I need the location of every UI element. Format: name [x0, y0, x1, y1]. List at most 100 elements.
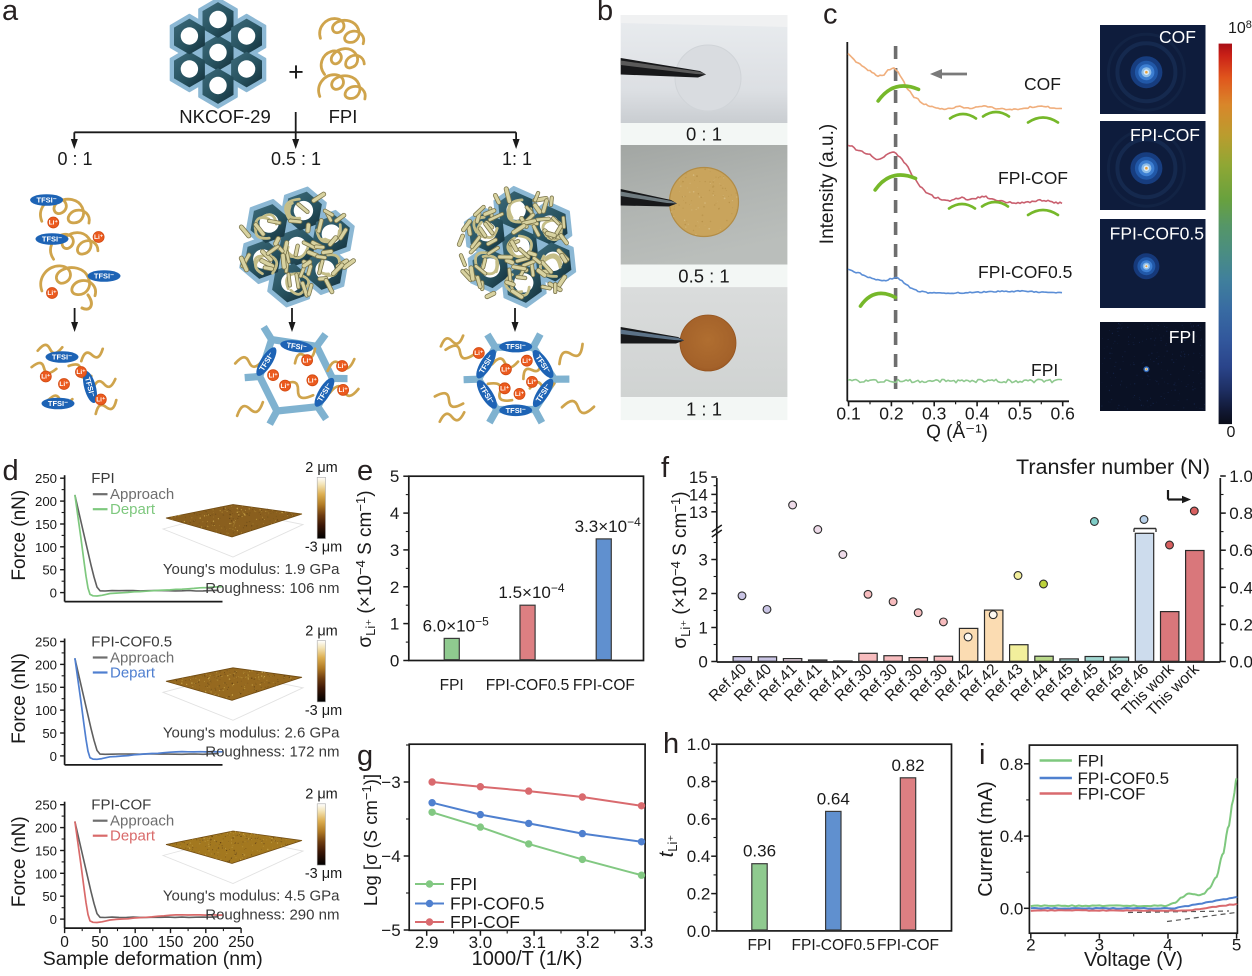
svg-text:FPI-COF0.5: FPI-COF0.5 [450, 893, 544, 913]
svg-text:Li⁺: Li⁺ [474, 350, 484, 357]
svg-text:0.2: 0.2 [1229, 615, 1252, 634]
svg-text:Voltage (V): Voltage (V) [1084, 949, 1183, 971]
svg-text:1000/T (1/K): 1000/T (1/K) [472, 948, 583, 970]
svg-text:0.1: 0.1 [836, 404, 860, 424]
svg-text:108: 108 [1228, 19, 1252, 37]
svg-text:Li⁺: Li⁺ [94, 234, 104, 241]
svg-text:150: 150 [158, 934, 184, 951]
svg-text:Depart: Depart [110, 828, 156, 845]
svg-text:200: 200 [35, 821, 57, 836]
svg-text:Li⁺: Li⁺ [308, 378, 318, 385]
svg-text:−5: −5 [381, 921, 400, 940]
svg-text:FPI: FPI [450, 874, 477, 894]
svg-text:−4: −4 [381, 847, 400, 866]
svg-text:Approach: Approach [110, 650, 174, 667]
svg-text:tLi⁺: tLi⁺ [656, 835, 680, 858]
svg-text:100: 100 [122, 934, 148, 951]
svg-text:250: 250 [35, 798, 57, 813]
svg-text:1.5×10−4: 1.5×10−4 [498, 581, 564, 602]
svg-text:Li⁺: Li⁺ [500, 386, 510, 393]
svg-text:b: b [597, 0, 613, 27]
svg-text:3.0: 3.0 [469, 933, 493, 952]
svg-text:Li⁺: Li⁺ [76, 369, 86, 376]
svg-text:200: 200 [35, 494, 57, 509]
svg-text:0: 0 [50, 749, 57, 764]
svg-text:2 μm: 2 μm [305, 460, 338, 476]
svg-text:FPI-COF: FPI-COF [91, 797, 151, 814]
svg-text:0.2: 0.2 [687, 885, 711, 904]
svg-text:FPI-COF0.5: FPI-COF0.5 [486, 677, 570, 694]
svg-text:TFSI⁻: TFSI⁻ [42, 235, 62, 244]
svg-text:2.9: 2.9 [415, 933, 439, 952]
svg-text:Sample deformation (nm): Sample deformation (nm) [43, 948, 263, 970]
svg-text:2 μm: 2 μm [305, 787, 338, 803]
svg-text:Li⁺: Li⁺ [47, 290, 57, 297]
svg-text:0 : 1: 0 : 1 [686, 124, 722, 145]
svg-text:NKCOF-29: NKCOF-29 [179, 106, 271, 127]
svg-text:COF: COF [1159, 27, 1196, 47]
svg-text:Li⁺: Li⁺ [96, 397, 106, 404]
svg-text:e: e [357, 455, 373, 487]
svg-text:50: 50 [42, 726, 57, 741]
svg-text:Roughness: 290 nm: Roughness: 290 nm [205, 907, 339, 924]
svg-text:FPI: FPI [91, 470, 114, 487]
svg-text:0.8: 0.8 [1229, 504, 1252, 523]
svg-text:σLi⁺ (×10−4 S cm−1): σLi⁺ (×10−4 S cm−1) [668, 491, 693, 648]
svg-text:Force (nN): Force (nN) [9, 816, 30, 907]
svg-text:0: 0 [60, 934, 69, 951]
svg-text:4: 4 [390, 504, 399, 523]
svg-text:5: 5 [1232, 936, 1241, 955]
svg-text:3.2: 3.2 [576, 933, 600, 952]
svg-text:FPI: FPI [1169, 327, 1196, 347]
svg-text:150: 150 [35, 844, 57, 859]
svg-text:h: h [663, 728, 679, 760]
svg-text:-3 μm: -3 μm [305, 540, 342, 556]
svg-text:FPI-COF0.5: FPI-COF0.5 [1078, 769, 1170, 788]
svg-text:TFSI⁻: TFSI⁻ [48, 399, 68, 408]
svg-text:3.3×10−4: 3.3×10−4 [575, 515, 641, 536]
svg-text:3: 3 [390, 541, 399, 560]
svg-text:Q (Å⁻¹): Q (Å⁻¹) [926, 422, 988, 443]
svg-text:4: 4 [1163, 936, 1172, 955]
svg-text:6.0×10−5: 6.0×10−5 [423, 614, 489, 635]
svg-text:0.5 : 1: 0.5 : 1 [271, 149, 321, 169]
svg-text:1.0: 1.0 [687, 735, 711, 754]
svg-text:Li⁺: Li⁺ [59, 381, 69, 388]
svg-text:0.6: 0.6 [1051, 404, 1075, 424]
svg-text:100: 100 [35, 703, 57, 718]
svg-text:+: + [288, 57, 304, 87]
svg-text:Li⁺: Li⁺ [522, 358, 532, 365]
svg-text:Li⁺: Li⁺ [49, 220, 59, 227]
svg-text:Young's modulus: 1.9 GPa: Young's modulus: 1.9 GPa [163, 561, 340, 578]
svg-text:0: 0 [390, 652, 399, 671]
svg-text:Li⁺: Li⁺ [338, 387, 348, 394]
svg-text:FPI-COF: FPI-COF [877, 937, 939, 954]
svg-text:Force (nN): Force (nN) [9, 653, 30, 744]
svg-text:FPI-COF: FPI-COF [998, 168, 1068, 188]
svg-text:d: d [3, 455, 19, 487]
svg-text:0.82: 0.82 [891, 756, 924, 775]
svg-text:Approach: Approach [110, 813, 174, 830]
svg-text:1 : 1: 1 : 1 [686, 399, 722, 420]
svg-text:FPI: FPI [747, 937, 771, 954]
svg-text:Li⁺: Li⁺ [527, 379, 537, 386]
svg-text:TFSI⁻: TFSI⁻ [286, 341, 307, 353]
svg-text:0.4: 0.4 [1000, 827, 1024, 846]
svg-text:FPI: FPI [329, 106, 358, 127]
svg-text:0.3: 0.3 [922, 404, 946, 424]
svg-text:2 μm: 2 μm [305, 624, 338, 640]
svg-text:FPI-COF0.5: FPI-COF0.5 [1110, 224, 1204, 244]
svg-text:2: 2 [698, 585, 707, 604]
svg-text:13: 13 [689, 503, 708, 522]
svg-text:f: f [661, 452, 670, 484]
svg-text:0.4: 0.4 [965, 404, 990, 424]
svg-text:2: 2 [1026, 936, 1035, 955]
svg-text:Roughness: 172 nm: Roughness: 172 nm [205, 744, 339, 761]
svg-text:FPI: FPI [440, 677, 464, 694]
svg-text:FPI: FPI [1031, 360, 1058, 380]
svg-text:FPI-COF: FPI-COF [1130, 125, 1200, 145]
svg-text:50: 50 [42, 563, 57, 578]
svg-text:FPI: FPI [1078, 751, 1104, 770]
svg-text:TFSI⁻: TFSI⁻ [94, 272, 114, 281]
svg-text:0.4: 0.4 [1229, 578, 1252, 597]
